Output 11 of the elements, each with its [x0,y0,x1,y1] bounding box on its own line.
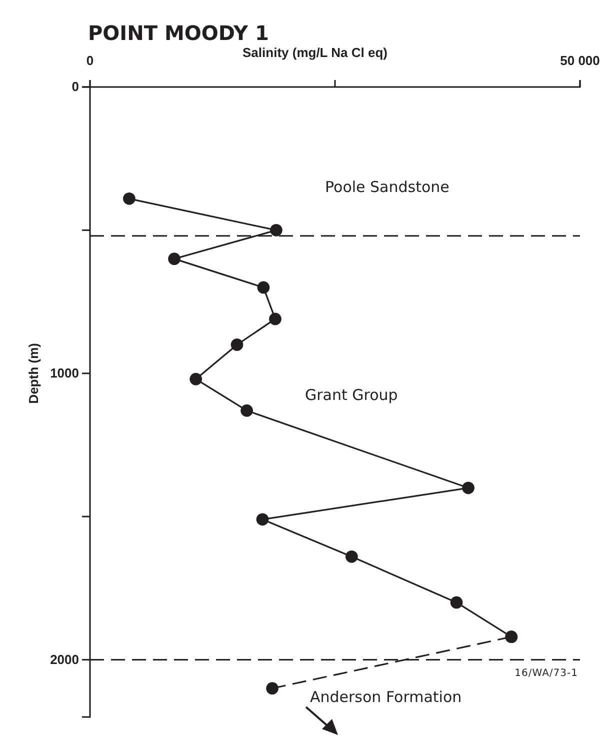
annotation: Grant Group [305,386,398,404]
annotation: 16/WA/73-1 [514,668,578,679]
y-tick-label: 0 [72,79,79,94]
x-tick-label: 50 000 [560,53,600,68]
y-tick-label: 2000 [50,652,79,667]
annotation: Anderson Formation [310,688,462,706]
y-tick-label: 1000 [50,366,79,381]
y-axis-title: Depth (m) [26,343,41,404]
chart-title: POINT MOODY 1 [88,21,269,45]
annotation: Poole Sandstone [325,178,450,196]
x-axis-title: Salinity (mg/L Na Cl eq) [242,45,388,60]
